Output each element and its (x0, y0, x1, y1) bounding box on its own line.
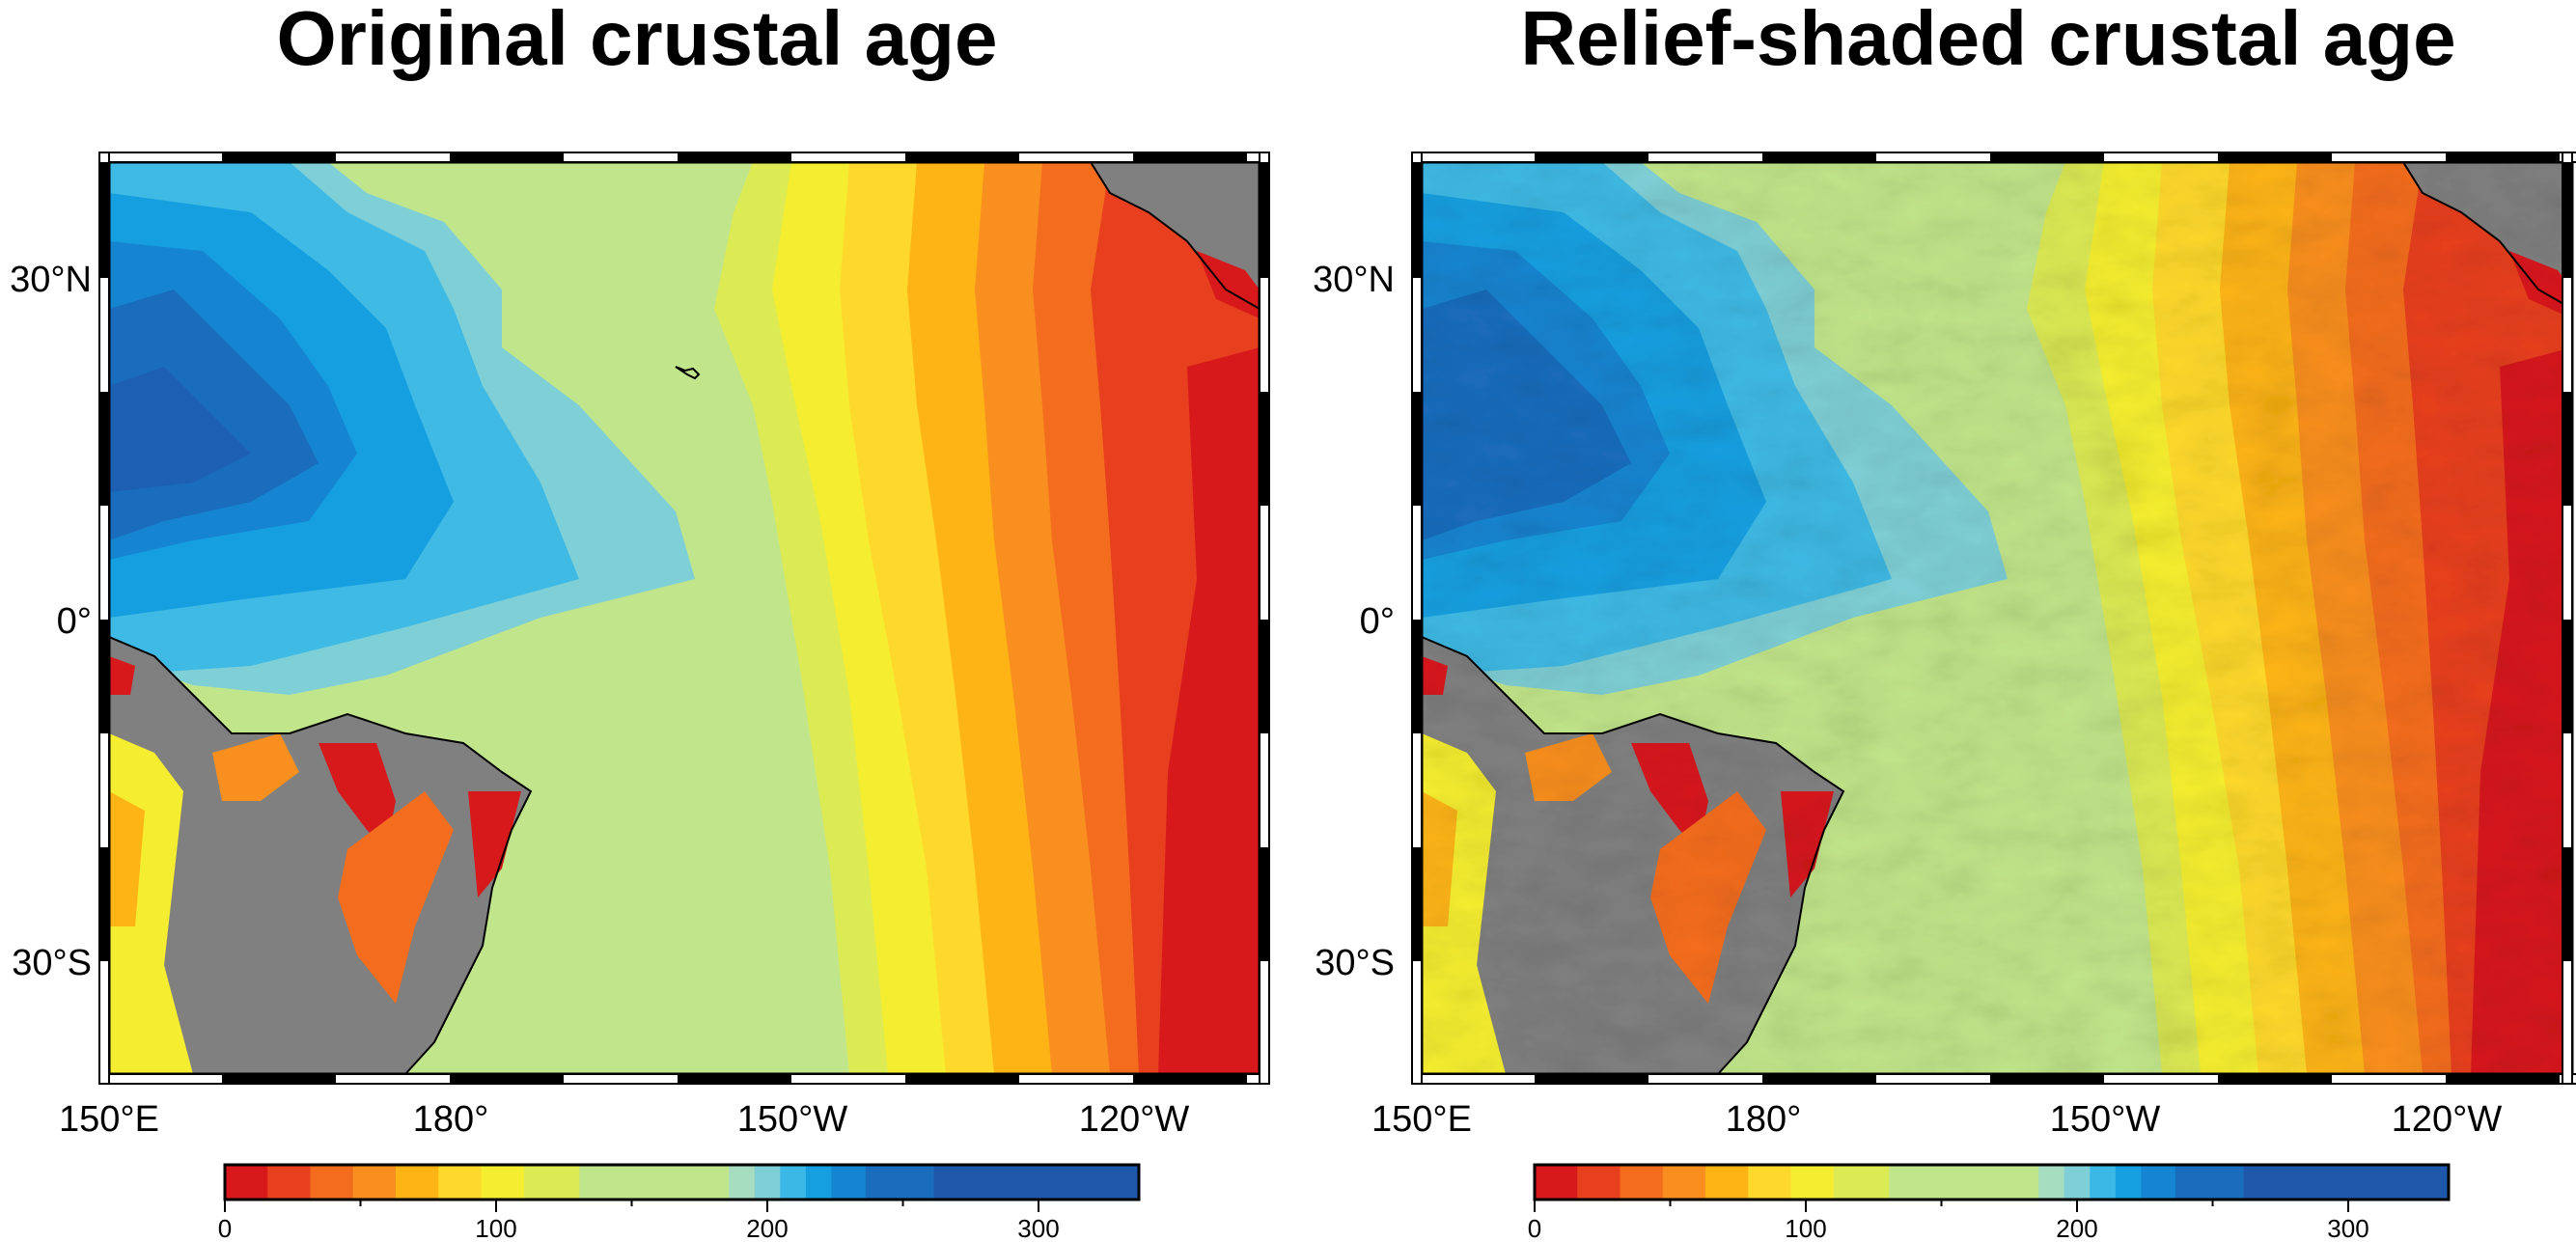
left-colorbar-label-0: 0 (218, 1214, 232, 1242)
right-lon-label-180: 180° (1726, 1099, 1802, 1140)
colorbar-swatch (2090, 1165, 2117, 1200)
colorbar-swatch (2174, 1165, 2245, 1200)
left-colorbar-label-300: 300 (1017, 1214, 1059, 1242)
colorbar-swatch (831, 1165, 867, 1200)
left-colorbar-label-100: 100 (475, 1214, 516, 1242)
left-lon-label-120w: 120°W (1079, 1099, 1190, 1140)
right-lat-label-0: 0° (1360, 601, 1395, 642)
right-colorbar-labels: 0 100 200 300 (1528, 1214, 2369, 1242)
colorbar-swatch (2115, 1165, 2142, 1200)
colorbar-swatch (1833, 1165, 1890, 1200)
right-colorbar-label-200: 200 (2056, 1214, 2097, 1242)
colorbar-swatch (2141, 1165, 2176, 1200)
colorbar-swatch (267, 1165, 312, 1200)
left-lat-label-30n: 30°N (10, 260, 92, 300)
right-lon-label-120w: 120°W (2392, 1099, 2503, 1140)
colorbar-swatch (2243, 1165, 2450, 1200)
left-lon-label-180: 180° (413, 1099, 489, 1140)
colorbar-frame (223, 1163, 1141, 1201)
right-panel-title: Relief-shaded crustal age (1520, 0, 2456, 81)
left-colorbar-label-200: 200 (746, 1214, 788, 1242)
colorbar-swatch (933, 1165, 1140, 1200)
colorbar-swatch (1748, 1165, 1792, 1200)
colorbar-swatch (1535, 1165, 1578, 1200)
left-map: 30°N 0° 30°S 150°E 180° 150°W 120°W (10, 152, 1270, 1140)
colorbar-swatch (1662, 1165, 1706, 1200)
left-lat-label-0: 0° (57, 601, 92, 642)
colorbar-swatch (1889, 1165, 2039, 1200)
left-panel-title: Original crustal age (276, 0, 998, 81)
left-colorbar (223, 1163, 1141, 1212)
right-map: 30°N 0° 30°S 150°E 180° 150°W 120°W (1313, 152, 2576, 1140)
left-lon-label-150w: 150°W (737, 1099, 848, 1140)
colorbar-swatch (2064, 1165, 2091, 1200)
colorbar-swatch (523, 1165, 580, 1200)
right-lat-label-30s: 30°S (1315, 943, 1395, 983)
right-lon-label-150e: 150°E (1371, 1099, 1472, 1140)
colorbar-swatch (481, 1165, 525, 1200)
colorbar-swatch (729, 1165, 756, 1200)
colorbar-swatch (579, 1165, 730, 1200)
left-lat-label-30s: 30°S (12, 943, 92, 983)
left-lon-label-150e: 150°E (59, 1099, 159, 1140)
colorbar-swatch (310, 1165, 354, 1200)
right-colorbar (1533, 1163, 2451, 1212)
right-colorbar-label-300: 300 (2327, 1214, 2368, 1242)
colorbar-swatch (1705, 1165, 1749, 1200)
left-colorbar-labels: 0 100 200 300 (218, 1214, 1060, 1242)
colorbar-swatch (805, 1165, 832, 1200)
colorbar-swatch (396, 1165, 439, 1200)
right-age-grid (1422, 162, 2572, 1074)
right-colorbar-label-0: 0 (1528, 1214, 1541, 1242)
right-frame-border (1411, 152, 2576, 1085)
colorbar-swatch (438, 1165, 483, 1200)
colorbar-swatch (865, 1165, 935, 1200)
left-frame-border (98, 152, 1270, 1085)
colorbar-swatch (1577, 1165, 1621, 1200)
colorbar-swatch (225, 1165, 268, 1200)
colorbar-swatch (352, 1165, 397, 1200)
right-lon-label-150w: 150°W (2050, 1099, 2161, 1140)
colorbar-swatch (1620, 1165, 1664, 1200)
colorbar-swatch (780, 1165, 807, 1200)
right-colorbar-label-100: 100 (1785, 1214, 1826, 1242)
right-lat-label-30n: 30°N (1313, 260, 1395, 300)
colorbar-swatch (1790, 1165, 1835, 1200)
colorbar-swatch (754, 1165, 781, 1200)
colorbar-swatch (2038, 1165, 2065, 1200)
colorbar-frame (1533, 1163, 2451, 1201)
left-age-grid (109, 162, 1260, 1074)
